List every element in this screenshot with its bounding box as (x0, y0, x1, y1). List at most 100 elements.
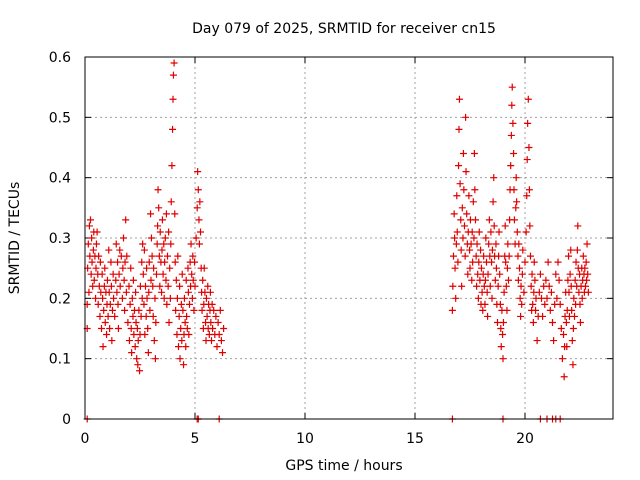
data-point (167, 198, 175, 206)
data-point (556, 300, 564, 308)
data-point (84, 240, 92, 248)
data-point (90, 276, 98, 284)
data-point (578, 294, 586, 302)
x-tick-label: 5 (191, 431, 200, 447)
data-point (568, 306, 576, 314)
data-point (475, 228, 483, 236)
data-point (176, 355, 184, 363)
data-point (449, 282, 457, 290)
data-point (504, 240, 512, 248)
data-point (467, 240, 475, 248)
data-point (142, 282, 149, 290)
data-point (526, 222, 534, 230)
data-point (525, 186, 533, 194)
data-point (210, 306, 218, 314)
data-point (488, 246, 496, 254)
data-point (466, 246, 474, 254)
data-point (515, 240, 523, 248)
data-point (114, 325, 122, 332)
data-point (522, 228, 530, 236)
data-point (100, 282, 108, 290)
data-point (156, 282, 164, 290)
data-point (106, 300, 114, 308)
data-point (212, 312, 220, 320)
data-point (141, 331, 149, 339)
data-point (521, 258, 529, 266)
data-point (545, 282, 553, 290)
data-point (455, 162, 463, 170)
data-point (178, 270, 186, 278)
data-point (518, 300, 526, 308)
data-point (98, 270, 106, 278)
y-axis-label: SRMTID / TECUs (7, 182, 23, 295)
data-point (485, 240, 493, 248)
data-point (518, 270, 526, 278)
data-point (139, 240, 147, 248)
data-point (92, 264, 100, 272)
data-point (214, 318, 222, 326)
data-point (483, 288, 491, 296)
data-point (503, 264, 511, 272)
data-point (179, 306, 187, 314)
data-point (168, 162, 176, 170)
x-tick-label: 10 (296, 431, 314, 447)
data-point (530, 258, 538, 266)
data-point (485, 216, 493, 224)
data-point (510, 150, 518, 158)
data-point (572, 258, 580, 266)
data-point (542, 276, 550, 284)
data-point (162, 210, 170, 218)
data-point (101, 264, 109, 272)
data-point (158, 246, 166, 254)
data-point (502, 282, 510, 290)
data-point (202, 294, 210, 302)
data-point (450, 252, 457, 260)
data-point (123, 252, 131, 260)
data-point (550, 337, 558, 345)
data-point (495, 252, 503, 260)
data-point (477, 246, 485, 254)
data-point (151, 294, 159, 302)
data-point (125, 337, 133, 345)
data-point (216, 306, 224, 314)
data-point (484, 270, 492, 278)
data-point (152, 318, 160, 326)
data-point (452, 240, 460, 248)
data-point (454, 258, 462, 266)
data-point (492, 264, 500, 272)
data-point (169, 71, 177, 79)
data-point (535, 288, 543, 296)
data-point (184, 264, 192, 272)
data-point (546, 306, 554, 314)
data-point (204, 282, 212, 290)
data-point (169, 95, 177, 103)
data-point (529, 318, 537, 326)
data-point (131, 343, 139, 351)
data-point (145, 258, 153, 266)
data-point (189, 276, 197, 284)
data-point (497, 343, 505, 351)
data-point (154, 186, 162, 194)
data-point (194, 186, 202, 194)
data-point (203, 312, 211, 320)
data-point (533, 337, 541, 345)
data-point (104, 312, 112, 320)
data-point (139, 270, 147, 278)
data-point (571, 312, 578, 320)
data-point (516, 294, 524, 302)
data-point (143, 264, 151, 272)
data-point (517, 282, 525, 290)
data-point (488, 258, 496, 266)
data-point (192, 234, 200, 242)
data-point (164, 282, 172, 290)
data-point (155, 204, 163, 212)
data-point (584, 288, 592, 296)
data-point (462, 113, 470, 121)
y-tick-label: 0.1 (49, 352, 71, 368)
data-point (541, 300, 549, 308)
data-point (583, 240, 591, 248)
data-point (469, 198, 477, 206)
data-point (568, 337, 576, 345)
data-point (207, 318, 215, 326)
data-point (101, 318, 109, 326)
